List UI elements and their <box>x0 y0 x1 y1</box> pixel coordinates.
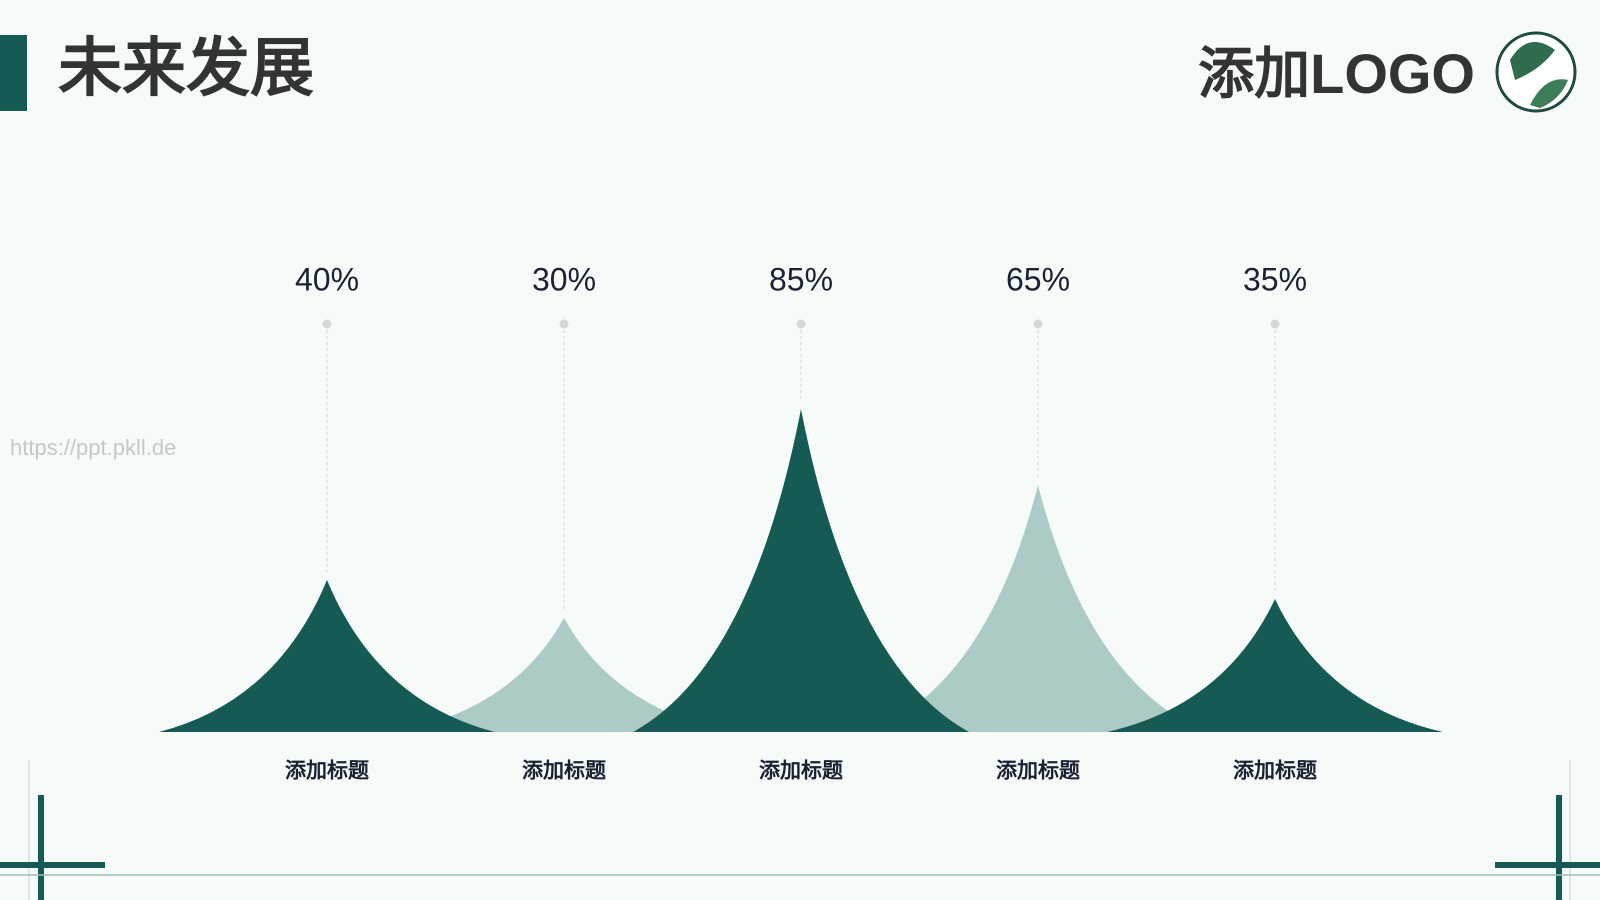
guide-dot <box>1033 319 1043 329</box>
logo-leaf <box>1530 79 1568 108</box>
logo-text: 添加LOGO <box>1198 42 1475 105</box>
category-label: 添加标题 <box>759 759 844 783</box>
guide-dot <box>1270 319 1280 329</box>
value-label: 65% <box>1006 261 1070 297</box>
value-label: 40% <box>295 261 359 297</box>
category-label: 添加标题 <box>285 759 370 783</box>
value-label: 85% <box>769 261 833 297</box>
chart: 40% 添加标题 30% 添加标题 85% 添加标题 65% 添加标题 35% 添加标题 <box>159 261 1443 783</box>
value-label: 30% <box>532 261 596 297</box>
logo-icon <box>1495 31 1577 113</box>
category-label: 添加标题 <box>1233 759 1318 783</box>
peak <box>870 485 1206 732</box>
category-label: 添加标题 <box>996 759 1081 783</box>
title-accent <box>0 35 27 111</box>
category-label: 添加标题 <box>522 759 607 783</box>
peak <box>633 409 969 732</box>
guide-dot <box>796 319 806 329</box>
corner-decor <box>0 760 1600 900</box>
guide-dot <box>559 319 569 329</box>
guide-dot <box>322 319 332 329</box>
value-label: 35% <box>1243 261 1307 297</box>
slide-title: 未来发展 <box>58 32 314 104</box>
peak <box>396 618 732 732</box>
watermark: https://ppt.pkll.de <box>10 435 176 460</box>
logo-leaf <box>1510 42 1555 80</box>
peak <box>1107 599 1443 732</box>
peak <box>159 580 495 732</box>
